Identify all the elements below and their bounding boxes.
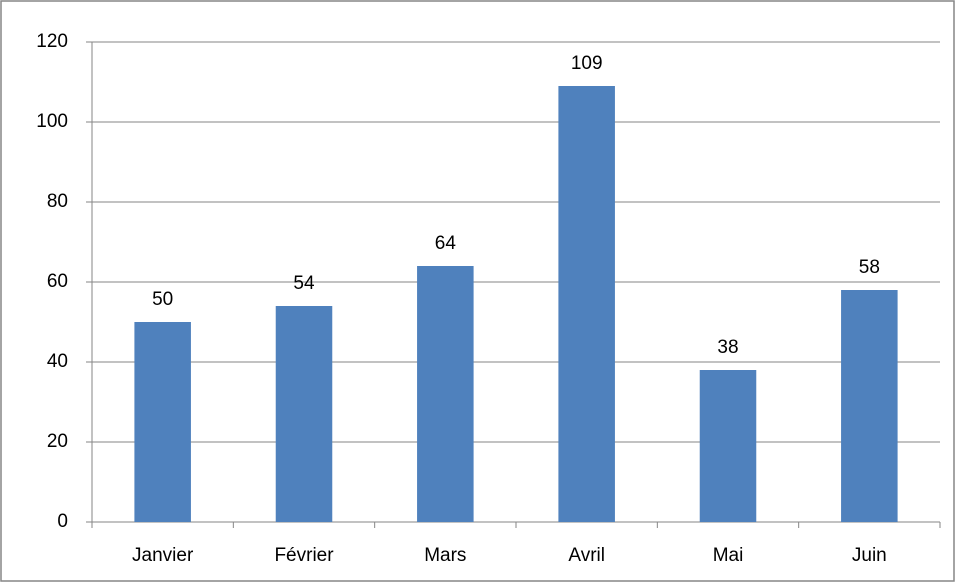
x-tick-label: Mars [424,545,466,566]
y-tick-label: 60 [47,271,68,292]
y-tick-label: 80 [47,191,68,212]
y-tick-label: 100 [36,111,68,132]
y-tick-label: 40 [47,351,68,372]
bar [699,370,757,522]
data-label: 64 [435,233,457,254]
x-tick-label: Avril [568,545,605,566]
data-label: 38 [717,337,738,358]
x-tick-label: Février [274,545,334,566]
bar [841,290,898,522]
data-label: 50 [152,289,173,310]
x-tick-label: Janvier [132,545,194,566]
x-tick-label: Juin [852,545,887,566]
y-tick-label: 0 [57,511,68,532]
y-tick-label: 20 [47,431,68,452]
bar [275,306,333,522]
bar [417,266,474,522]
data-label: 109 [571,53,603,74]
y-tick-label: 120 [36,31,68,52]
bar [558,86,615,522]
data-label: 54 [293,273,315,294]
bar [134,322,191,522]
data-label: 58 [859,257,880,278]
x-tick-label: Mai [713,545,744,566]
